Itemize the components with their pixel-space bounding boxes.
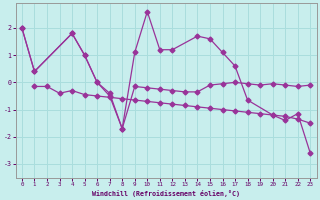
X-axis label: Windchill (Refroidissement éolien,°C): Windchill (Refroidissement éolien,°C) (92, 190, 240, 197)
